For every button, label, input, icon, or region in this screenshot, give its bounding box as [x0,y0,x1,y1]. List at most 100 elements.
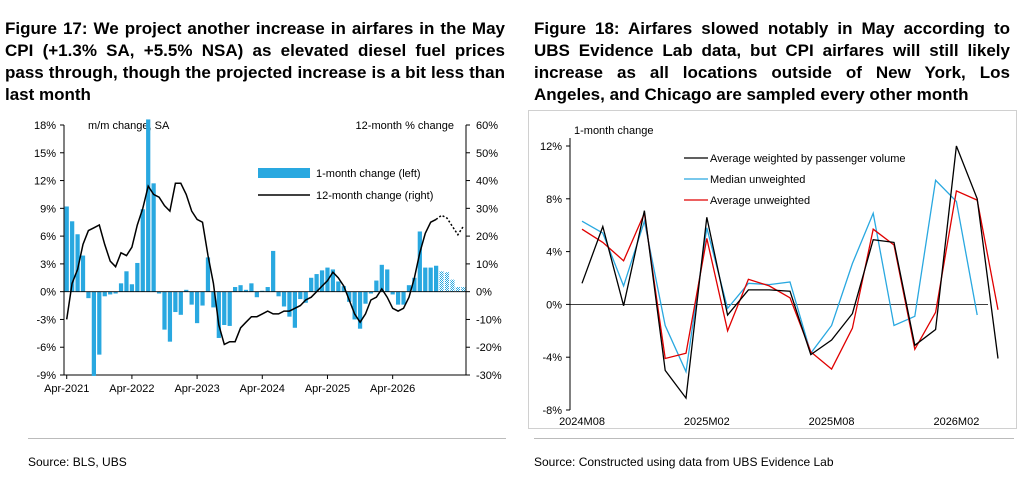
x-tick-label: Apr-2026 [370,383,415,395]
y-tick-label: 4% [546,247,562,259]
bar-1-month-change [129,284,135,292]
right-axis-label: 12-month % change [356,120,454,132]
left-axis-label: m/m change, SA [88,120,170,132]
y-tick-label: -4% [542,352,562,364]
figure-17-title: Figure 17: We project another increase i… [5,19,505,104]
line-12-month-change-projected [435,214,464,237]
right-tick-label: 40% [476,176,498,188]
figure-17-chart: 18% 15% 12% 9% 6% 3% 0% -3% -6% -9% 60% 50% 40% 30% 20… [34,119,502,395]
bar-1-month-change [271,250,276,292]
bar-1-month-change [292,291,297,328]
x-tick-label: Apr-2021 [44,383,89,395]
bar-1-month-change [254,291,259,298]
bar-1-month-change [434,265,439,292]
left-tick-label: 12% [34,176,56,188]
bar-1-month-change [140,209,145,292]
left-tick-label: 3% [40,259,56,271]
right-tick-label: 30% [476,203,498,215]
left-tick-label: -9% [36,370,56,382]
bar-1-month-change [357,291,363,329]
left-tick-label: 0% [40,287,56,299]
bar-1-month-change [151,183,156,292]
y-tick-label: 12% [540,141,562,153]
right-tick-label: -10% [476,314,502,326]
bar-1-month-change [222,291,227,325]
line-12-month-change [65,182,437,346]
bar-1-month-change [341,286,346,292]
figure-17-divider [28,438,506,439]
bar-1-month-change-projected [461,287,466,292]
left-tick-label: 6% [40,231,56,243]
bar-1-month-change [265,287,270,292]
bar-1-month-change [70,221,75,292]
bar-1-month-change [194,291,200,324]
bar-1-month-change [156,291,162,294]
bar-1-month-change [401,291,406,305]
bar-1-month-change [146,119,151,292]
bar-1-month-change [200,291,205,306]
bar-1-month-change [260,290,265,292]
bar-1-month-change [379,264,384,292]
bar-1-month-change [423,267,428,292]
legend-label-2: Average unweighted [710,195,810,207]
x-tick-label: 2025M02 [684,416,730,428]
right-tick-label: 10% [476,259,498,271]
bar-1-month-change [249,283,254,292]
bar-1-month-change [211,291,216,308]
left-tick-label: -3% [36,314,56,326]
figure-18-title: Figure 18: Airfares slowed notably in Ma… [534,19,1010,104]
bar-1-month-change [64,206,69,292]
legend-label-0: Average weighted by passenger volume [710,153,905,165]
chart-frame [528,110,1017,429]
bar-1-month-change [91,291,96,376]
x-tick-label: 2025M08 [809,416,855,428]
bar-1-month-change [97,291,102,355]
bar-1-month-change [135,262,140,292]
bar-1-month-change [189,291,194,305]
bar-1-month-change-projected [450,279,455,292]
bar-1-month-change [314,274,319,292]
x-tick-label: Apr-2025 [305,383,350,395]
bar-1-month-change [276,291,281,297]
y-tick-label: 8% [546,194,562,206]
x-tick-label: Apr-2023 [174,383,219,395]
bar-1-month-change [352,291,357,320]
bar-1-month-change [395,291,401,305]
right-tick-label: 50% [476,148,498,160]
bar-1-month-change [118,283,124,292]
bar-1-month-change [233,287,238,292]
bar-1-month-change [167,291,173,342]
bar-1-month-change [238,285,243,292]
right-tick-label: 0% [476,287,492,299]
bar-1-month-change [102,291,107,297]
figure-18-source: Source: Constructed using data from UBS … [534,455,834,469]
bar-1-month-change [417,231,422,292]
bar-1-month-change [336,281,341,292]
bar-1-month-change [319,270,325,292]
legend-label-line: 12-month change (right) [316,190,433,202]
series-line-0 [581,145,999,400]
bar-1-month-change-projected [455,287,460,292]
bar-1-month-change [390,291,395,295]
right-tick-label: 60% [476,120,498,132]
bar-1-month-change [108,291,113,295]
bar-1-month-change [80,255,86,292]
bar-1-month-change [347,291,352,302]
legend-label-bar: 1-month change (left) [316,168,421,180]
bar-1-month-change [298,291,303,300]
figure-18-divider [534,438,1014,439]
bar-1-month-change [385,269,390,292]
left-tick-label: 9% [40,203,56,215]
bar-1-month-change [368,291,374,294]
bar-1-month-change [330,269,336,292]
bar-1-month-change [309,277,314,292]
right-tick-label: -30% [476,370,502,382]
legend-label-1: Median unweighted [710,174,805,186]
bar-1-month-change [124,271,129,292]
series-line-2 [581,189,999,371]
bar-1-month-change [205,257,211,292]
bar-1-month-change [113,291,118,294]
y-axis-label: 1-month change [574,125,654,137]
x-tick-label: 2024M08 [559,416,605,428]
bar-1-month-change [303,291,308,303]
